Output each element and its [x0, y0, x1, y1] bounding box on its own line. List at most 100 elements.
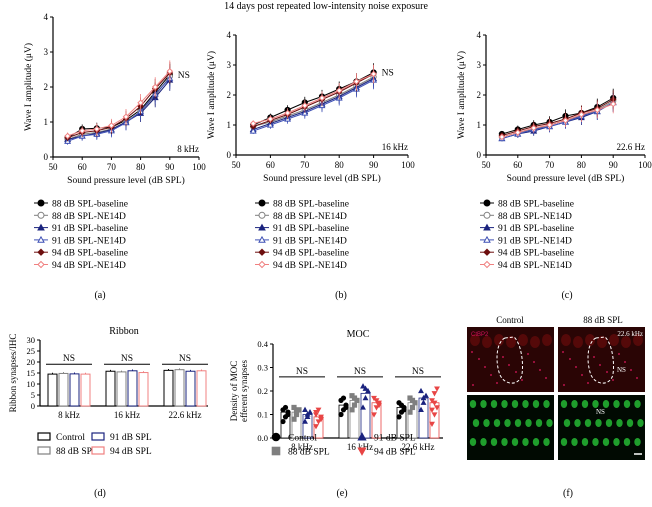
x-tick-label: 90 — [369, 160, 379, 170]
legend-marker — [483, 260, 491, 269]
y-tick-label: 2 — [227, 90, 232, 100]
ribbon-dot — [527, 353, 529, 355]
y-tick-label: 20 — [27, 357, 36, 367]
series-line — [253, 73, 374, 127]
moc-terminal — [592, 438, 599, 446]
ns-annotation: NS — [178, 71, 190, 81]
chart-title: Ribbon — [109, 326, 138, 337]
data-point — [318, 94, 326, 102]
moc-terminal — [616, 419, 623, 427]
moc-terminal — [522, 438, 529, 446]
data-point — [593, 106, 601, 114]
x-tick-label: 60 — [266, 160, 276, 170]
data-point — [362, 394, 369, 401]
data-point — [291, 404, 297, 411]
data-point — [431, 391, 438, 397]
y-tick-label: 3 — [477, 60, 482, 70]
legend-marker — [271, 446, 281, 456]
data-point — [302, 418, 308, 424]
data-point — [284, 109, 291, 117]
moc-terminal — [574, 419, 581, 427]
category-label: 22.6 kHz — [402, 442, 435, 452]
data-point — [137, 99, 144, 107]
line-chart-c: 0 1 2 3 4 50 60 70 80 90 100 Sound pressure level (… — [456, 30, 652, 271]
category-label: 22.6 kHz — [169, 410, 202, 420]
legend-marker — [258, 260, 266, 269]
legend-label: 94 dB SPL-NE14D — [498, 261, 572, 271]
series-line — [253, 79, 374, 132]
x-tick-label: 80 — [577, 160, 587, 170]
micrograph-panel-f: Control 88 dB SPL CtBP2 22.6 kHz NS NS — [467, 315, 645, 460]
moc-terminal — [546, 419, 553, 427]
ribbon-dot — [502, 356, 504, 358]
moc-terminal — [522, 400, 529, 408]
bar — [138, 372, 149, 407]
bar — [163, 369, 174, 407]
moc-terminal — [532, 438, 540, 446]
data-point — [108, 122, 115, 129]
y-tick-label: 2 — [44, 82, 49, 92]
series-line — [501, 99, 614, 136]
moc-terminal — [560, 400, 568, 408]
legend-marker — [258, 199, 266, 207]
bar — [185, 370, 196, 407]
legend-marker — [271, 432, 281, 442]
x-tick-label: 100 — [192, 162, 206, 172]
legend-swatch — [37, 446, 51, 455]
series-line — [501, 102, 614, 139]
legend-label: 88 dB SPL-NE14D — [273, 212, 347, 222]
series-line — [501, 103, 614, 138]
ns-annotation: NS — [296, 367, 308, 377]
data-point — [418, 387, 424, 394]
ihc-outline-control — [496, 336, 523, 384]
data-point — [353, 78, 360, 85]
data-point — [371, 412, 377, 418]
ribbon-dot — [606, 371, 608, 373]
nucleus-blob — [585, 334, 595, 346]
data-point — [429, 407, 435, 413]
data-point — [343, 404, 349, 411]
moc-terminal — [511, 438, 519, 446]
y-tick-label: 0.1 — [257, 410, 268, 420]
panel-label-c: (c) — [561, 290, 572, 301]
x-tick-label: 60 — [78, 162, 88, 172]
y-tick-label: 5 — [31, 390, 35, 400]
moc-terminal — [480, 400, 487, 408]
micrograph-stain-label: CtBP2 — [471, 332, 489, 338]
x-tick-label: 100 — [401, 160, 415, 170]
y-tick-label: 0 — [44, 152, 49, 162]
legend-marker — [37, 235, 45, 243]
legend-label: 91 dB SPL-baseline — [273, 224, 349, 234]
legend-label: 91 dB SPL — [110, 433, 152, 443]
data-point — [301, 102, 309, 109]
x-axis-label: Sound pressure level (dB SPL) — [263, 173, 381, 184]
data-point — [280, 418, 286, 425]
legend-swatch — [91, 432, 105, 441]
moc-terminal — [560, 438, 568, 446]
y-tick-label: 25 — [27, 346, 36, 356]
moc-terminal — [595, 419, 602, 427]
ribbon-dot — [612, 379, 614, 381]
y-tick-label: 1 — [477, 120, 482, 130]
legend-label: 91 dB SPL-baseline — [498, 224, 574, 234]
data-point — [266, 121, 274, 128]
series-line — [67, 77, 171, 142]
ribbon-dot — [630, 369, 632, 371]
y-tick-label: 10 — [27, 379, 36, 389]
ribbon-dot — [563, 384, 565, 386]
legend-label: 88 dB SPL-baseline — [52, 200, 128, 210]
legend-marker — [483, 211, 491, 219]
data-point — [301, 109, 309, 116]
x-tick-label: 50 — [482, 160, 492, 170]
moc-terminal — [501, 438, 508, 446]
figure-title: 14 days post repeated low-intensity nois… — [224, 1, 428, 12]
ribbon-dot — [636, 377, 638, 379]
frequency-label: 8 kHz — [177, 144, 199, 154]
data-point — [409, 404, 416, 411]
x-tick-label: 60 — [513, 160, 523, 170]
data-point — [578, 111, 585, 118]
data-point — [530, 124, 538, 132]
legend-marker — [37, 260, 45, 269]
micrograph-ns-top: NS — [617, 366, 626, 374]
